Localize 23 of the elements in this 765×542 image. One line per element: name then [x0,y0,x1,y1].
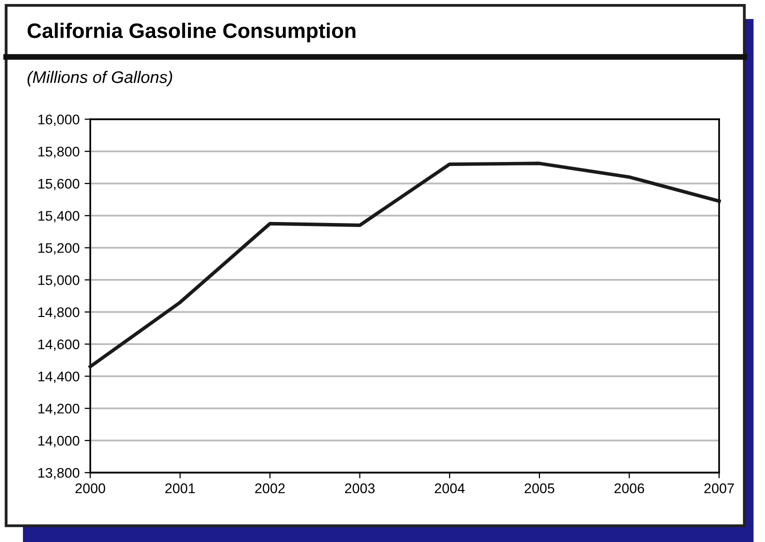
line-series [88,162,721,368]
y-tick-label: 15,000 [38,275,80,287]
x-tick-label: 2007 [704,483,734,494]
y-tick-label: 14,600 [38,339,80,351]
x-tick-label: 2004 [434,483,465,494]
chart-subtitle: (Millions of Gallons) [28,70,172,86]
x-tick-label: 2006 [614,483,644,494]
chart-title: California Gasoline Consumption [28,22,356,42]
y-tick-label: 14,000 [38,436,80,448]
y-tick-label: 14,400 [38,372,80,384]
y-tick-label: 15,200 [38,243,80,255]
x-tick-label: 2000 [76,483,106,494]
y-tick-label: 16,000 [38,114,80,126]
y-tick-label: 15,600 [38,178,80,190]
y-tick-label: 14,800 [38,307,80,319]
x-tick-label: 2002 [255,483,285,494]
y-tick-label: 15,800 [38,146,80,158]
x-tick-label: 2001 [165,483,195,494]
y-tick-label: 15,400 [38,210,80,222]
y-tick-label: 14,200 [38,404,80,416]
x-tick-label: 2003 [345,483,375,494]
x-tick-label: 2005 [524,483,554,494]
y-tick-label: 13,800 [38,468,80,480]
